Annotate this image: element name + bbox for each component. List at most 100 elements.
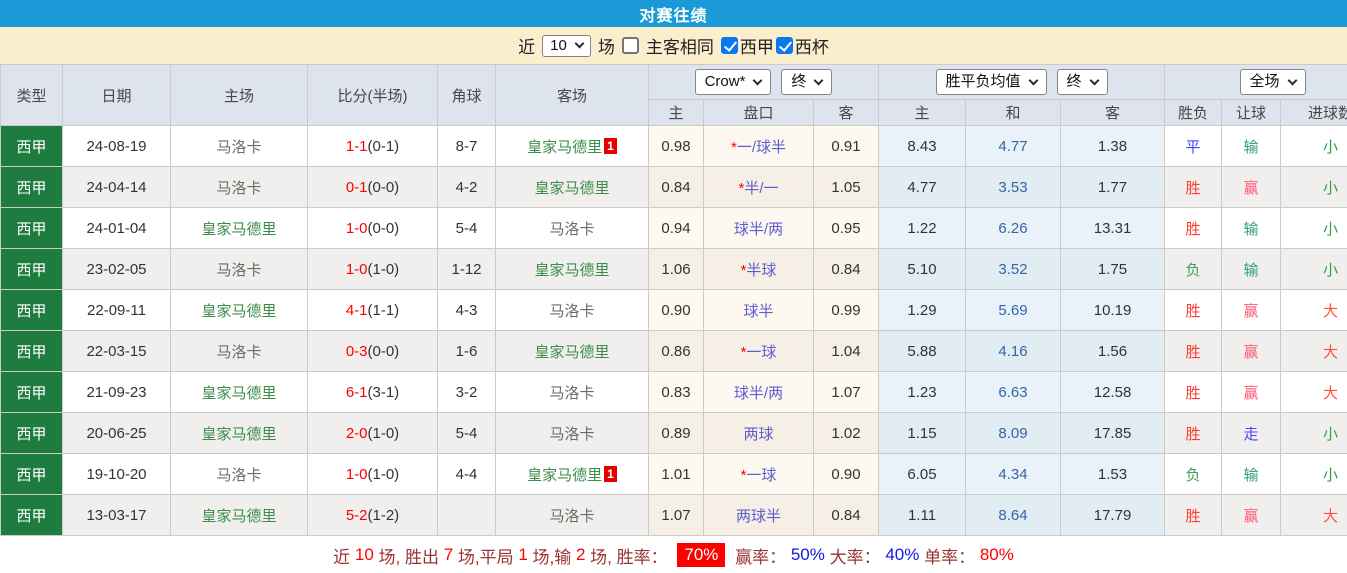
cell-handicap: *一球 xyxy=(703,453,814,495)
recent-count-select[interactable]: 10 xyxy=(542,34,591,57)
cell-handicap: 球半 xyxy=(703,289,814,331)
cell-odds-home: 0.94 xyxy=(648,207,704,249)
table-row: 西甲 22-09-11 皇家马德里 4-1(1-1) 4-3 马洛卡 0.90 球半 0.99 1… xyxy=(0,289,1347,331)
handicap-text: 一球 xyxy=(746,343,777,361)
away-team-name: 马洛卡 xyxy=(549,425,595,443)
cell-mean-away: 1.53 xyxy=(1060,453,1166,495)
cell-odds-away: 0.90 xyxy=(812,453,880,495)
cell-mean-draw: 8.64 xyxy=(965,494,1062,536)
cell-league-type: 西甲 xyxy=(0,289,63,331)
cell-mean-draw: 6.26 xyxy=(965,207,1062,249)
same-venue-checkbox[interactable] xyxy=(621,37,639,54)
table-row: 西甲 23-02-05 马洛卡 1-0(1-0) 1-12 皇家马德里 1.06 *半球 0.8… xyxy=(0,248,1347,290)
col-header-odds-home: 主 xyxy=(648,99,704,126)
handicap-text: 两球 xyxy=(743,425,774,443)
halftime-score: (1-1) xyxy=(367,301,400,319)
filter-bar: 近 10 场 主客相同 西甲 西杯 xyxy=(0,27,1347,64)
cell-score: 0-3(0-0) xyxy=(307,330,438,372)
cell-home-team: 皇家马德里 xyxy=(170,371,308,413)
cell-away-team: 皇家马德里 1 xyxy=(495,453,649,495)
cell-letgoal: 输 xyxy=(1221,248,1282,290)
col-header-mean-away: 客 xyxy=(1060,99,1166,126)
cell-league-type: 西甲 xyxy=(0,371,63,413)
cell-goals: 大 xyxy=(1280,330,1347,372)
cell-mean-draw: 5.69 xyxy=(965,289,1062,331)
chevron-down-icon xyxy=(1028,75,1038,85)
cell-home-team: 皇家马德里 xyxy=(170,207,308,249)
cell-mean-draw: 8.09 xyxy=(965,412,1062,454)
cell-odds-home: 1.07 xyxy=(648,494,704,536)
cell-handicap: 球半/两 xyxy=(703,371,814,413)
cell-result: 胜 xyxy=(1164,371,1223,413)
cell-result: 胜 xyxy=(1164,412,1223,454)
cell-corner: 8-7 xyxy=(437,125,496,167)
halftime-score: (3-1) xyxy=(367,383,400,401)
league1-checkbox[interactable] xyxy=(720,37,738,54)
odds-group-header: Crow* 终 xyxy=(647,64,880,100)
handicap-text: 半/一 xyxy=(744,179,779,197)
cell-corner xyxy=(437,494,496,536)
cell-date: 24-01-04 xyxy=(62,207,171,249)
fulltime-score: 2-0 xyxy=(345,424,368,442)
cell-goals: 小 xyxy=(1280,125,1347,167)
cell-letgoal: 输 xyxy=(1221,207,1282,249)
mean-type-select[interactable]: 胜平负均值 xyxy=(935,69,1047,95)
summary-footer: 近 10 场, 胜出 7 场,平局 1 场,输 2 场, 胜率： 70% 赢率：… xyxy=(0,536,1347,573)
cell-odds-away: 1.02 xyxy=(812,412,880,454)
col-header-home: 主场 xyxy=(170,64,308,126)
cell-date: 22-03-15 xyxy=(62,330,171,372)
handicap-text: 一球 xyxy=(746,466,777,484)
cell-goals: 小 xyxy=(1280,166,1347,208)
cell-league-type: 西甲 xyxy=(0,248,63,290)
cell-score: 4-1(1-1) xyxy=(307,289,438,331)
scope-select[interactable]: 全场 xyxy=(1239,69,1306,95)
same-venue-label: 主客相同 xyxy=(645,38,714,57)
halftime-score: (1-0) xyxy=(367,465,400,483)
footer-text: 2 xyxy=(575,545,586,564)
cell-league-type: 西甲 xyxy=(0,453,63,495)
handicap-text: 球半/两 xyxy=(733,220,784,238)
chevron-down-icon xyxy=(813,75,824,85)
cell-away-team: 马洛卡 xyxy=(495,371,649,413)
fulltime-score: 1-0 xyxy=(345,260,368,278)
table-header-sub: 主 盘口 客 主 和 客 胜负 让球 进球数 xyxy=(1,99,1347,126)
col-header-result: 胜负 xyxy=(1164,99,1223,126)
col-header-type: 类型 xyxy=(0,64,63,126)
cell-date: 24-04-14 xyxy=(62,166,171,208)
league2-checkbox[interactable] xyxy=(775,37,793,54)
col-header-mean-draw: 和 xyxy=(965,99,1062,126)
fulltime-score: 0-3 xyxy=(345,342,368,360)
star-marker: * xyxy=(740,261,747,279)
fulltime-score: 1-0 xyxy=(345,219,368,237)
chevron-down-icon xyxy=(1089,75,1099,85)
cell-letgoal: 赢 xyxy=(1221,330,1282,372)
cell-mean-home: 1.23 xyxy=(878,371,967,413)
cell-mean-home: 1.11 xyxy=(878,494,967,536)
odds-company-select[interactable]: Crow* xyxy=(694,69,772,95)
col-header-away: 客场 xyxy=(495,64,649,126)
cell-corner: 3-2 xyxy=(437,371,496,413)
cell-home-team: 皇家马德里 xyxy=(170,494,308,536)
table-row: 西甲 21-09-23 皇家马德里 6-1(3-1) 3-2 马洛卡 0.83 球半/两 1.0… xyxy=(0,371,1347,413)
cell-goals: 大 xyxy=(1280,289,1347,331)
odds-time-select[interactable]: 终 xyxy=(781,69,833,95)
away-team-name: 马洛卡 xyxy=(549,507,595,525)
cell-result: 胜 xyxy=(1164,494,1223,536)
cell-letgoal: 赢 xyxy=(1221,494,1282,536)
cell-result: 胜 xyxy=(1164,289,1223,331)
table-row: 西甲 20-06-25 皇家马德里 2-0(1-0) 5-4 马洛卡 0.89 两球 1.02 1… xyxy=(0,412,1347,454)
cell-score: 1-1(0-1) xyxy=(307,125,438,167)
mean-time-select[interactable]: 终 xyxy=(1056,69,1108,95)
handicap-text: 两球半 xyxy=(735,507,781,525)
cell-league-type: 西甲 xyxy=(0,207,63,249)
cell-mean-draw: 4.34 xyxy=(965,453,1062,495)
scope-value: 全场 xyxy=(1249,73,1280,90)
col-header-score: 比分(半场) xyxy=(307,64,438,126)
cell-handicap: 两球 xyxy=(703,412,814,454)
table-row: 西甲 24-01-04 皇家马德里 1-0(0-0) 5-4 马洛卡 0.94 球半/两 0.9… xyxy=(0,207,1347,249)
cell-away-team: 马洛卡 xyxy=(495,412,649,454)
cell-mean-away: 17.79 xyxy=(1060,494,1166,536)
cell-mean-home: 6.05 xyxy=(878,453,967,495)
cell-mean-home: 4.77 xyxy=(878,166,967,208)
cell-corner: 1-6 xyxy=(437,330,496,372)
